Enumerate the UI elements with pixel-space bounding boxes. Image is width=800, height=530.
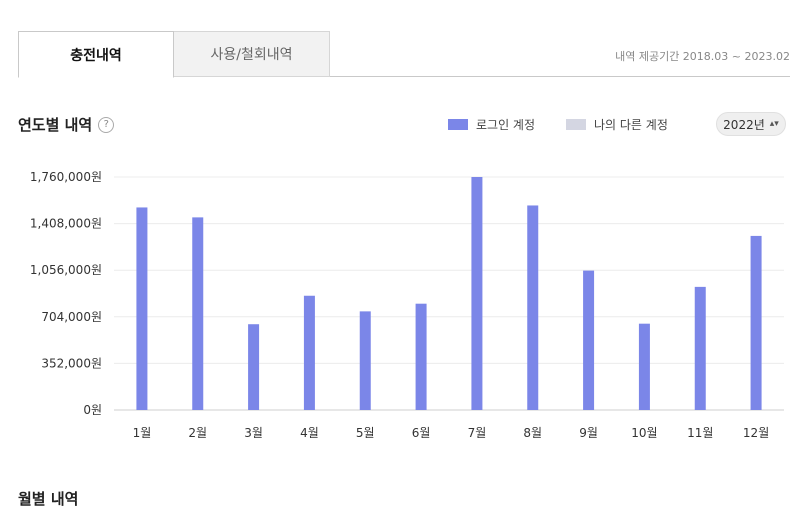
bar[interactable] xyxy=(136,207,148,410)
x-axis-labels: 1월 2월 3월 4월 5월 6월 7월 8월 9월 10월 11월 12월 xyxy=(133,426,770,440)
bar[interactable] xyxy=(583,270,595,410)
year-select-value: 2022년 xyxy=(723,117,765,132)
bar[interactable] xyxy=(248,324,260,410)
bar[interactable] xyxy=(303,295,315,410)
legend-label-login: 로그인 계정 xyxy=(476,118,536,132)
x-tick-label: 7월 xyxy=(468,426,487,440)
bar[interactable] xyxy=(527,205,539,410)
x-tick-label: 1월 xyxy=(133,426,152,440)
bar[interactable] xyxy=(694,286,706,410)
tab-usage-withdrawal-history[interactable]: 사용/철회내역 xyxy=(174,31,330,77)
legend-item-login-account: 로그인 계정 xyxy=(448,116,535,133)
legend-swatch-login xyxy=(448,119,468,130)
yearly-title-text: 연도별 내역 xyxy=(18,116,93,134)
legend-label-other: 나의 다른 계정 xyxy=(594,118,668,132)
period-text: 내역 제공기간 2018.03 ~ 2023.02 xyxy=(615,50,790,63)
y-tick-label: 352,000원 xyxy=(41,356,102,370)
x-tick-label: 2월 xyxy=(188,426,207,440)
monthly-section-title: 월별 내역 xyxy=(18,490,79,508)
legend-item-other-account: 나의 다른 계정 xyxy=(566,116,668,133)
x-tick-label: 11월 xyxy=(687,426,713,440)
x-tick-label: 4월 xyxy=(300,426,319,440)
y-tick-label: 1,760,000원 xyxy=(30,170,102,184)
bar[interactable] xyxy=(638,323,650,410)
y-tick-label: 1,056,000원 xyxy=(30,263,102,277)
year-select[interactable]: 2022년 ▴▾ xyxy=(716,112,786,136)
tab-bar: 충전내역 사용/철회내역 내역 제공기간 2018.03 ~ 2023.02 xyxy=(18,31,790,78)
grid-layer xyxy=(114,176,784,411)
x-tick-label: 5월 xyxy=(356,426,375,440)
x-tick-label: 3월 xyxy=(244,426,263,440)
bars xyxy=(136,177,762,410)
x-tick-label: 12월 xyxy=(743,426,769,440)
y-tick-label: 1,408,000원 xyxy=(30,217,102,231)
y-tick-label: 0원 xyxy=(83,403,102,417)
y-axis-labels: 0원 352,000원 704,000원 1,056,000원 1,408,000원 1,… xyxy=(30,170,102,417)
x-tick-label: 10월 xyxy=(631,426,657,440)
bar[interactable] xyxy=(471,177,483,410)
bar[interactable] xyxy=(415,303,427,410)
yearly-section-title: 연도별 내역 ? xyxy=(18,114,115,135)
bar[interactable] xyxy=(192,217,204,410)
x-tick-label: 9월 xyxy=(579,426,598,440)
bar[interactable] xyxy=(359,311,371,410)
tab-charge-history[interactable]: 충전내역 xyxy=(18,31,174,78)
x-tick-label: 8월 xyxy=(523,426,542,440)
legend-swatch-other xyxy=(566,119,586,130)
bar[interactable] xyxy=(750,235,762,410)
question-circle-icon[interactable]: ? xyxy=(98,116,115,133)
chevron-updown-icon: ▴▾ xyxy=(769,119,779,129)
x-tick-label: 6월 xyxy=(412,426,431,440)
y-tick-label: 704,000원 xyxy=(41,310,102,324)
